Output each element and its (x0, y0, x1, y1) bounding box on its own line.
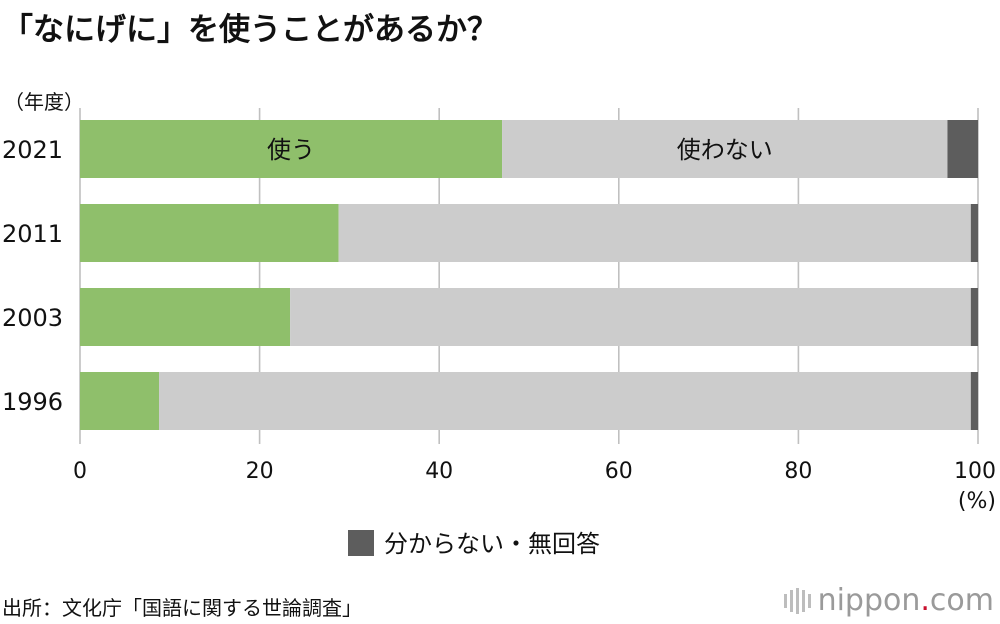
bar-1996-series-2 (970, 372, 978, 430)
x-tick-label-20: 20 (246, 459, 274, 484)
chart-title: 「なにげに」を使うことがあるか？ (2, 12, 498, 48)
x-tick-label-80: 80 (784, 459, 812, 484)
x-tick-label-60: 60 (605, 459, 633, 484)
bar-1996-series-0 (80, 372, 160, 430)
bar-2003-series-2 (970, 288, 978, 346)
category-label-2003: 2003 (2, 304, 63, 332)
in-bar-label-series-1: 使わない (677, 136, 773, 164)
bar-2021-series-1 (502, 120, 948, 178)
legend-label-unknown: 分からない・無回答 (384, 530, 600, 558)
bar-2021-series-2 (947, 120, 978, 178)
source-note: 出所：文化庁「国語に関する世論調査」 (2, 596, 362, 620)
brand-name: nippon (817, 583, 921, 618)
x-tick-label-0: 0 (73, 459, 87, 484)
category-label-1996: 1996 (2, 388, 63, 416)
bar-2003-series-0 (80, 288, 291, 346)
brand-dot: . (920, 583, 930, 618)
in-bar-label-series-0: 使う (267, 136, 315, 164)
y-axis-unit-label: （年度） (4, 90, 84, 114)
stacked-bar-chart: 2021 2011 2003 1996 使う 使わない 0 20 40 60 80 100 (%) 分から… (2, 108, 996, 558)
bar-2003-series-1 (290, 288, 971, 346)
nippon-brand-logo: nippon.com (782, 583, 994, 618)
bar-2011-series-0 (80, 204, 339, 262)
brand-tld: com (929, 583, 994, 618)
bar-2021-series-0 (80, 120, 503, 178)
x-tick-label-40: 40 (425, 459, 453, 484)
nippon-logo-icon (783, 587, 811, 614)
category-label-2021: 2021 (2, 136, 63, 164)
legend-swatch-unknown (348, 530, 374, 556)
x-axis-unit-label: (%) (958, 489, 996, 514)
x-tick-label-100: 100 (954, 459, 996, 484)
bar-1996-series-1 (159, 372, 971, 430)
bar-2011-series-1 (338, 204, 971, 262)
category-label-2011: 2011 (2, 220, 63, 248)
bar-2011-series-2 (970, 204, 978, 262)
